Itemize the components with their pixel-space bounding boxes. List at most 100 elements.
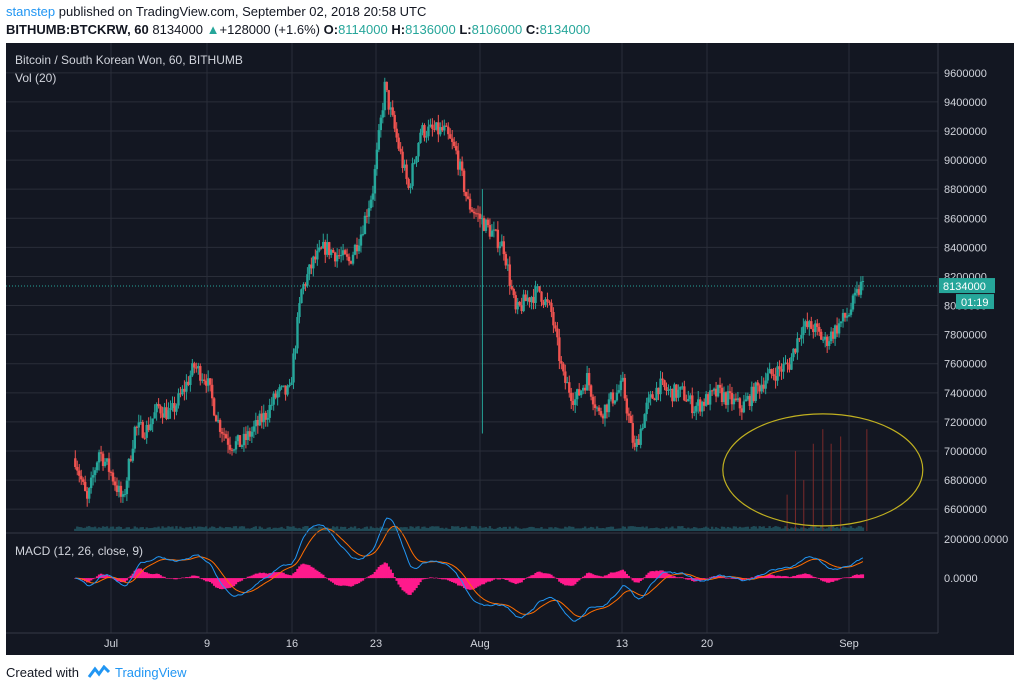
volume-bar — [252, 526, 256, 531]
volume-bar — [708, 528, 712, 531]
volume-bar — [127, 527, 131, 531]
candle — [671, 388, 674, 402]
candle — [179, 393, 182, 395]
volume-bar — [208, 527, 212, 531]
volume-bar — [435, 526, 438, 531]
macd-histogram-bar — [546, 573, 549, 579]
macd-histogram-bar — [526, 577, 529, 579]
macd-histogram-bar — [774, 576, 777, 579]
macd-histogram-bar — [385, 563, 388, 579]
candle — [601, 415, 605, 419]
macd-histogram-bar — [613, 572, 617, 579]
macd-histogram-bar — [554, 577, 557, 579]
volume-bar — [429, 526, 432, 531]
candle — [191, 363, 194, 376]
candle — [643, 414, 646, 428]
volume-bar — [486, 528, 490, 531]
candle — [768, 369, 771, 374]
up-arrow-icon: ▲ — [206, 22, 220, 37]
macd-histogram-bar — [536, 571, 539, 579]
volume-bar — [595, 526, 599, 531]
chart-frame[interactable]: Bitcoin / South Korean Won, 60, BITHUMB … — [6, 43, 1014, 655]
volume-bar — [542, 528, 545, 531]
macd-histogram-bar — [643, 577, 646, 579]
candle — [583, 387, 587, 391]
candle — [331, 249, 335, 253]
macd-histogram-bar — [859, 574, 863, 579]
candle — [845, 316, 849, 318]
candle — [669, 388, 672, 390]
macd-histogram-bar — [812, 576, 815, 579]
volume-bar — [189, 526, 192, 531]
candle — [574, 399, 577, 405]
volume-bar — [272, 527, 275, 531]
macd-histogram-bar — [351, 578, 355, 586]
candle — [383, 81, 386, 111]
candle — [526, 297, 529, 302]
macd-histogram-bar — [419, 578, 422, 583]
price-tick-label: 8800000 — [944, 184, 987, 196]
candle — [244, 433, 248, 440]
volume-bar — [613, 528, 617, 531]
candle — [496, 229, 500, 249]
volume-bar — [74, 528, 77, 531]
volume-bar — [84, 527, 87, 531]
candle — [272, 393, 275, 405]
volume-bar — [482, 527, 486, 531]
macd-histogram-bar — [361, 578, 365, 581]
candle — [324, 241, 327, 255]
price-chart[interactable]: Bitcoin / South Korean Won, 60, BITHUMB … — [6, 43, 1014, 655]
macd-histogram-bar — [683, 578, 686, 579]
macd-histogram-bar — [395, 578, 398, 581]
candle — [441, 127, 444, 131]
macd-histogram-bar — [831, 578, 835, 582]
macd-histogram-bar — [167, 578, 170, 579]
volume-bar — [601, 528, 605, 531]
candle — [387, 90, 390, 110]
volume-bar — [383, 527, 386, 531]
volume-bar — [123, 528, 127, 531]
candle — [252, 426, 256, 432]
candle — [127, 458, 131, 481]
volume-bar — [754, 526, 757, 531]
macd-histogram-bar — [816, 577, 819, 579]
candle — [409, 186, 412, 188]
candle — [514, 295, 517, 310]
macd-histogram-bar — [298, 566, 301, 579]
volume-bar — [214, 528, 218, 531]
volume-bar — [857, 526, 861, 531]
candle — [857, 289, 861, 295]
volume-bar — [746, 526, 750, 531]
volume-bar — [556, 527, 559, 531]
macd-histogram-bar — [474, 578, 478, 588]
candle — [460, 161, 464, 171]
volume-bar — [256, 528, 260, 531]
macd-histogram-bar — [661, 570, 664, 579]
candle — [286, 385, 289, 395]
macd-histogram-bar — [800, 574, 803, 579]
macd-histogram-bar — [655, 570, 658, 579]
macd-histogram-bar — [216, 578, 220, 589]
candle — [752, 386, 755, 401]
macd-histogram-bar — [512, 578, 515, 584]
candle — [736, 398, 740, 401]
candle — [316, 250, 319, 260]
annotation-ellipse[interactable] — [722, 413, 924, 527]
volume-bar — [706, 527, 710, 531]
author-link[interactable]: stanstep — [6, 4, 56, 19]
candle — [593, 404, 597, 408]
tradingview-link[interactable]: TradingView — [114, 665, 187, 680]
macd-histogram-bar — [587, 572, 591, 579]
candle — [254, 420, 258, 427]
macd-histogram-bar — [165, 578, 168, 579]
volume-bar — [685, 528, 688, 531]
macd-histogram-bar — [290, 575, 293, 579]
volume-bar — [572, 526, 575, 531]
volume-bar — [222, 528, 226, 531]
volume-bar — [85, 526, 89, 531]
volume-bar — [490, 528, 494, 531]
volume-bar — [710, 526, 714, 531]
macd-histogram-bar — [544, 573, 547, 579]
volume-bar — [560, 528, 563, 531]
candle — [766, 373, 769, 381]
